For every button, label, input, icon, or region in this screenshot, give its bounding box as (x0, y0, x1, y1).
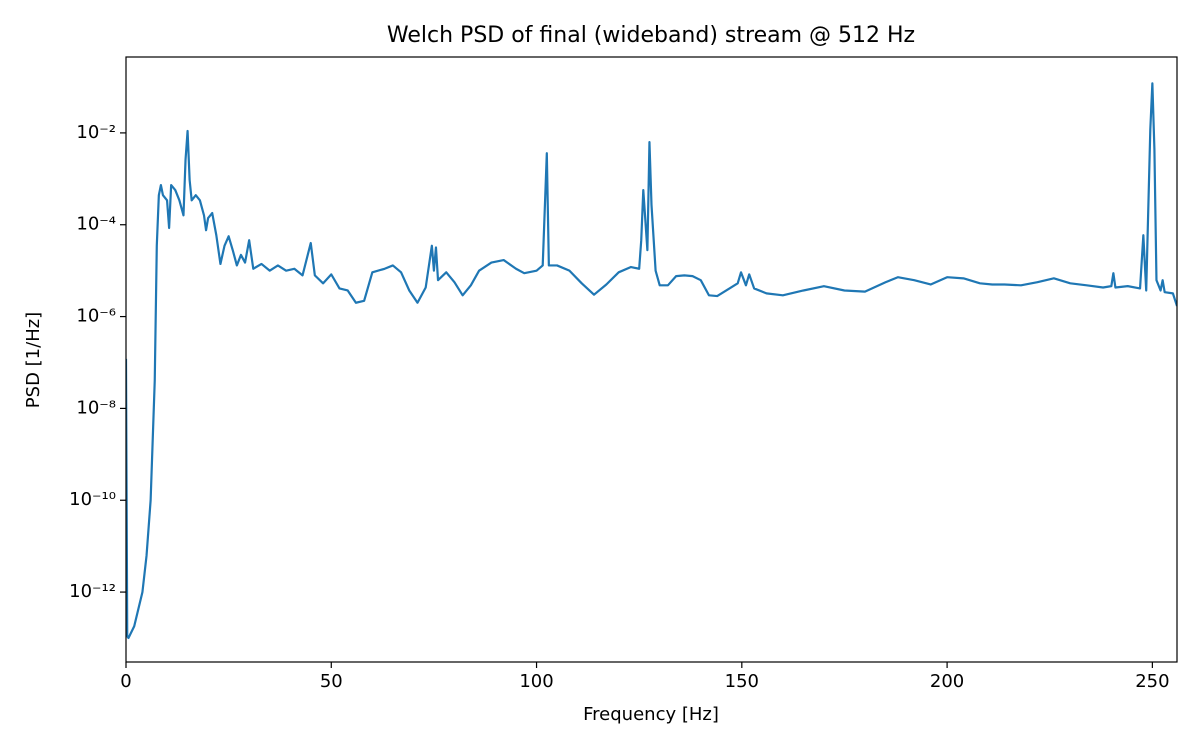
y-tick-label: 10⁻¹⁰ (69, 489, 116, 510)
chart-title: Welch PSD of final (wideband) stream @ 5… (387, 23, 915, 48)
y-axis-label: PSD [1/Hz] (23, 312, 44, 408)
y-tick-label: 10⁻¹² (69, 581, 116, 602)
plot-frame (125, 56, 1178, 663)
x-tick-label: 50 (320, 671, 343, 692)
y-tick-label: 10⁻⁶ (76, 306, 116, 327)
y-tick-label: 10⁻⁴ (76, 214, 116, 235)
x-tick-label: 250 (1135, 671, 1169, 692)
x-tick-label: 100 (519, 671, 553, 692)
x-axis-label: Frequency [Hz] (583, 704, 719, 725)
x-tick-label: 150 (725, 671, 759, 692)
x-tick-label: 200 (930, 671, 964, 692)
y-tick-label: 10⁻⁸ (76, 397, 116, 418)
x-tick-label: 0 (120, 671, 131, 692)
y-tick-label: 10⁻² (76, 122, 116, 143)
psd-line (126, 82, 1177, 640)
